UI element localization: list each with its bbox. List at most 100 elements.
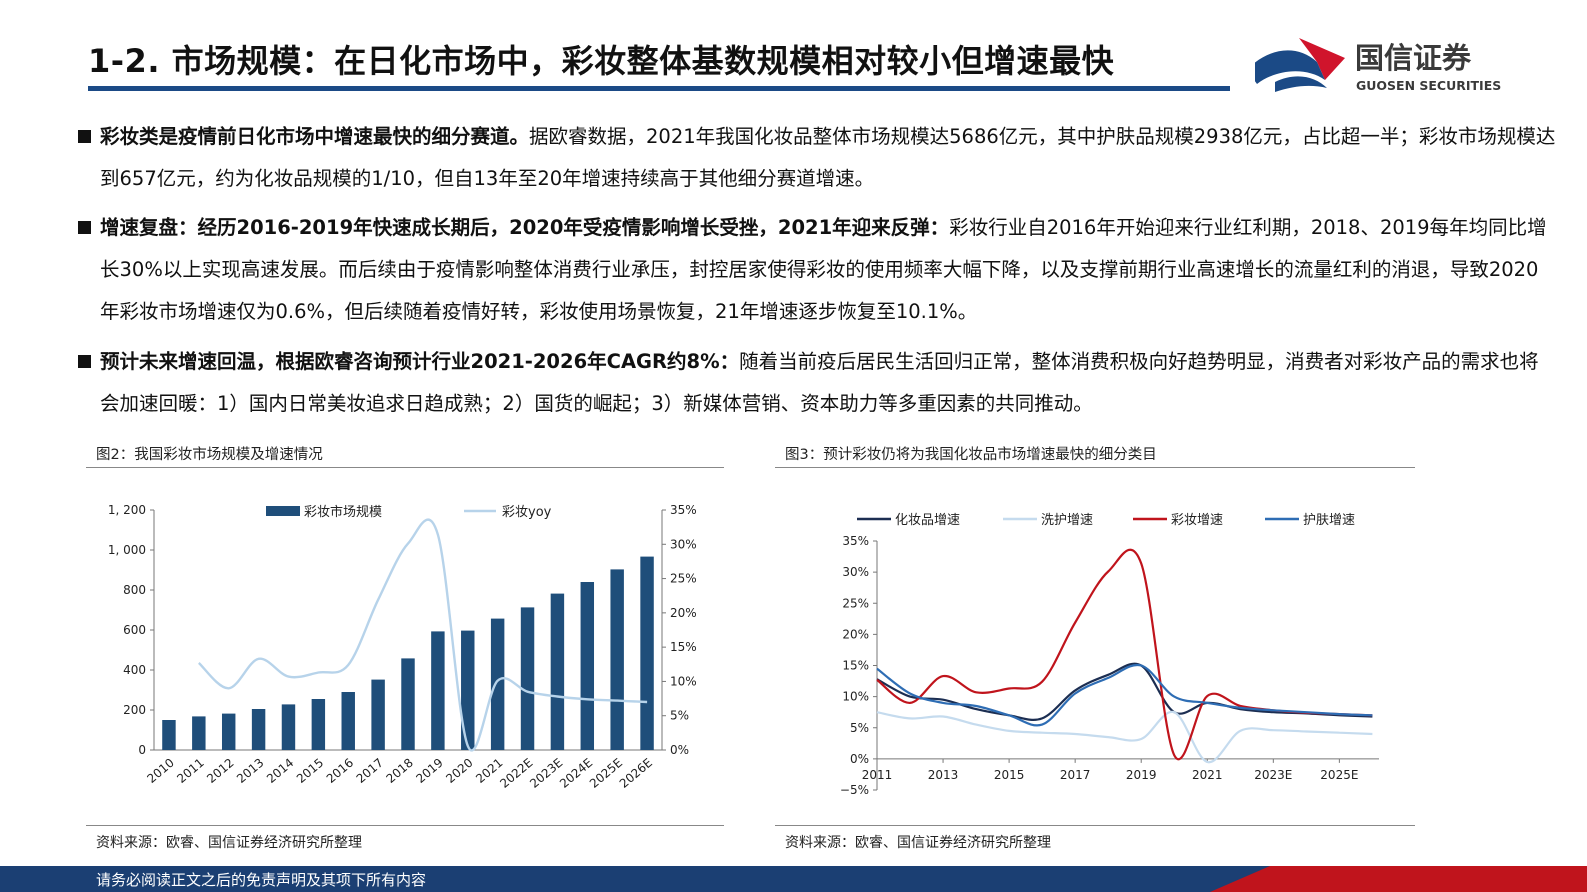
- left-tick-label: 1, 200: [108, 503, 146, 517]
- x-tick-label: 2017: [1060, 768, 1091, 782]
- x-tick-label: 2025E: [587, 756, 625, 791]
- logo-name-en: GUOSEN SECURITIES: [1356, 78, 1501, 93]
- bullet-2-body: 彩妆行业自2016年开始迎来行业红利期，2018、2019每年均同比增长30%以…: [100, 216, 1547, 323]
- right-tick-label: 10%: [670, 674, 697, 688]
- guosen-logo: 国信证券 GUOSEN SECURITIES: [1255, 38, 1501, 93]
- right-tick-label: 15%: [670, 640, 697, 654]
- x-tick-label: 2011: [174, 756, 206, 786]
- y-tick-label: 5%: [850, 721, 869, 735]
- y-tick-label: −5%: [840, 783, 869, 797]
- bar-2024E: [580, 582, 595, 750]
- y-tick-label: 35%: [842, 534, 869, 548]
- x-tick-label: 2015: [994, 768, 1025, 782]
- y-tick-label: 0%: [850, 752, 869, 766]
- bullet-3: 预计未来增速回温，根据欧睿咨询预计行业2021-2026年CAGR约8%：随着当…: [76, 341, 1556, 425]
- y-tick-label: 20%: [842, 627, 869, 641]
- bar-2014: [281, 704, 296, 750]
- legend-label-3: 彩妆增速: [1171, 513, 1223, 528]
- x-tick-label: 2026E: [617, 756, 655, 791]
- figure-2-source: 资料来源：欧睿、国信证券经济研究所整理: [96, 835, 362, 851]
- bar-2012: [221, 713, 236, 750]
- y-tick-label: 10%: [842, 690, 869, 704]
- bullet-3-lead: 预计未来增速回温，根据欧睿咨询预计行业2021-2026年CAGR约8%：: [100, 350, 740, 373]
- x-tick-label: 2025E: [1320, 768, 1358, 782]
- bar-2021: [490, 618, 505, 750]
- logo-blue-shape: [1255, 50, 1325, 84]
- x-tick-label: 2017: [354, 756, 386, 786]
- bullet-square-icon: [78, 221, 91, 234]
- bar-2011: [192, 716, 206, 750]
- bar-2025E: [610, 569, 624, 750]
- legend-label-4: 护肤增速: [1303, 513, 1355, 528]
- bar-2010: [162, 720, 176, 750]
- series-line-2: [876, 710, 1373, 764]
- x-tick-label: 2024E: [557, 756, 595, 791]
- legend-bar-label: 彩妆市场规模: [304, 504, 382, 520]
- legend-bar-swatch: [266, 506, 300, 516]
- bar-2019: [431, 631, 445, 750]
- x-tick-label: 2018: [384, 756, 416, 786]
- series-line-3: [876, 548, 1373, 760]
- x-tick-label: 2021: [1192, 768, 1223, 782]
- legend-label-2: 洗护增速: [1041, 513, 1093, 528]
- logo-name-cn: 国信证券: [1355, 41, 1472, 75]
- left-tick-label: 400: [123, 663, 146, 677]
- figure-3-top-rule: [775, 467, 1415, 468]
- bar-2015: [311, 699, 326, 750]
- right-tick-label: 30%: [670, 537, 697, 551]
- bar-2017: [371, 679, 385, 750]
- footer-disclaimer: 请务必阅读正文之后的免责声明及其项下所有内容: [96, 871, 427, 889]
- x-tick-label: 2013: [234, 756, 266, 786]
- left-tick-label: 200: [123, 703, 146, 717]
- bullet-1-body: 据欧睿数据，2021年我国化妆品整体市场规模达5686亿元，其中护肤品规模293…: [100, 125, 1556, 190]
- bullet-2: 增速复盘：经历2016-2019年快速成长期后，2020年受疫情影响增长受挫，2…: [76, 207, 1556, 333]
- figure-3-bottom-rule: [775, 825, 1415, 826]
- yoy-line: [197, 518, 648, 752]
- figure-3-source: 资料来源：欧睿、国信证券经济研究所整理: [785, 835, 1051, 851]
- left-tick-label: 1, 000: [108, 543, 146, 557]
- series-line-4: [876, 663, 1373, 727]
- bullet-1: 彩妆类是疫情前日化市场中增速最快的细分赛道。据欧睿数据，2021年我国化妆品整体…: [76, 116, 1556, 200]
- figure-2-chart: 0 200 400 600 800 1, 000 1, 200 0% 5% 10% 15% 20% 25…: [108, 503, 697, 791]
- x-tick-label: 2015: [294, 756, 326, 786]
- bar-2026E: [640, 556, 654, 750]
- x-tick-label: 2023E: [527, 756, 565, 791]
- bar-2016: [341, 692, 355, 750]
- y-tick-label: 25%: [842, 596, 869, 610]
- x-tick-label: 2020: [443, 756, 475, 786]
- figure-2-top-rule: [86, 467, 724, 468]
- left-tick-label: 800: [123, 583, 146, 597]
- x-tick-label: 2014: [264, 756, 296, 786]
- bar-2013: [251, 709, 266, 750]
- legend-label-1: 化妆品增速: [895, 513, 960, 528]
- footer-red-accent: [1210, 866, 1587, 892]
- figure-3-title: 图3：预计彩妆仍将为我国化妆品市场增速最快的细分类目: [785, 447, 1157, 463]
- right-tick-label: 0%: [670, 743, 689, 757]
- bar-2020: [461, 630, 475, 750]
- figure-2-title: 图2：我国彩妆市场规模及增速情况: [96, 447, 323, 463]
- x-tick-label: 2011: [862, 768, 893, 782]
- y-tick-label: 30%: [842, 565, 869, 579]
- page-title: 1-2. 市场规模：在日化市场中，彩妆整体基数规模相对较小但增速最快: [88, 42, 1115, 80]
- right-tick-label: 20%: [670, 606, 697, 620]
- left-tick-label: 0: [138, 743, 146, 757]
- x-tick-label: 2013: [928, 768, 959, 782]
- x-tick-label: 2023E: [1254, 768, 1292, 782]
- x-tick-label: 2019: [413, 756, 445, 786]
- y-tick-label: 15%: [842, 659, 869, 673]
- figure-3-chart: −5% 0% 5% 10% 15% 20% 25% 30% 35% 2011 2013 2015 201…: [840, 513, 1379, 797]
- legend-line-label: 彩妆yoy: [502, 505, 552, 520]
- bullet-3-body: 随着当前疫后居民生活回归正常，整体消费积极向好趋势明显，消费者对彩妆产品的需求也…: [100, 350, 1539, 415]
- title-underline: [88, 86, 1230, 91]
- bar-2022E: [520, 607, 535, 750]
- logo-red-shape: [1299, 38, 1345, 80]
- left-tick-label: 600: [123, 623, 146, 637]
- bullet-1-lead: 彩妆类是疫情前日化市场中增速最快的细分赛道。: [100, 125, 530, 148]
- x-tick-label: 2016: [324, 756, 356, 786]
- right-tick-label: 5%: [670, 709, 689, 723]
- right-tick-label: 25%: [670, 572, 697, 586]
- x-tick-label: 2019: [1126, 768, 1157, 782]
- logo-blue-swoosh: [1275, 76, 1327, 92]
- bullet-2-lead: 增速复盘：经历2016-2019年快速成长期后，2020年受疫情影响增长受挫，2…: [100, 216, 950, 239]
- x-tick-label: 2012: [204, 756, 236, 786]
